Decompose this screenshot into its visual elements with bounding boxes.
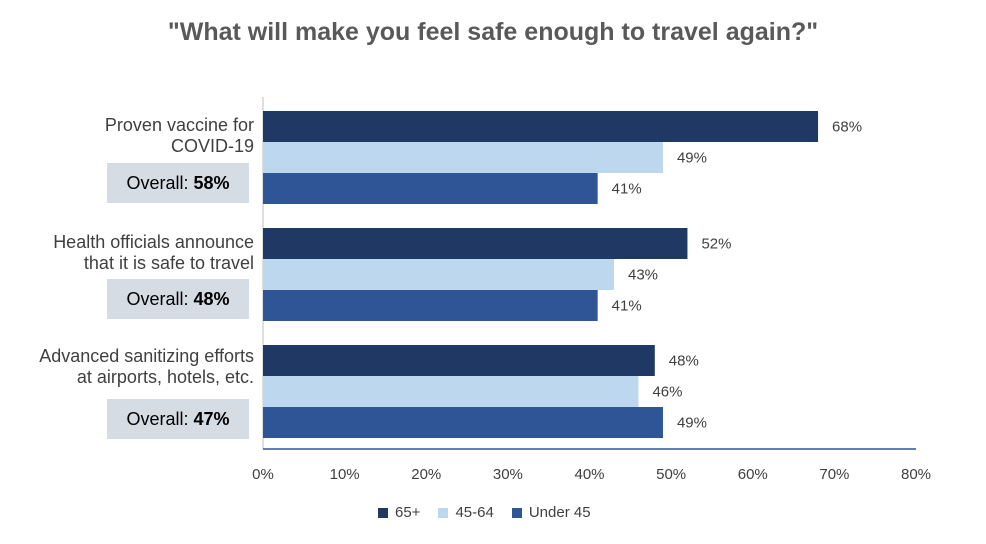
x-tick-label: 50% <box>656 466 686 483</box>
bar <box>263 376 639 407</box>
category-label-line: COVID-19 <box>170 136 254 156</box>
data-label: 49% <box>677 150 707 167</box>
x-tick-label: 40% <box>574 466 604 483</box>
category-label-line: Health officials announce <box>53 232 254 252</box>
x-tick-label: 80% <box>901 466 931 483</box>
data-label: 43% <box>628 267 658 284</box>
chart-title: "What will make you feel safe enough to … <box>167 18 819 46</box>
bar <box>263 345 655 376</box>
legend-item: 45-64 <box>438 504 494 521</box>
bar <box>263 142 663 173</box>
bar <box>263 173 598 204</box>
data-label: 41% <box>612 298 642 315</box>
overall-label: Overall: <box>126 409 194 429</box>
data-label: 52% <box>701 236 731 253</box>
overall-box: Overall: 47% <box>107 399 249 439</box>
data-label: 46% <box>652 384 682 401</box>
data-label: 68% <box>832 119 862 136</box>
data-label: 48% <box>669 353 699 370</box>
overall-value: 58% <box>193 173 230 193</box>
legend-label: Under 45 <box>528 504 591 521</box>
category-label: Proven vaccine for COVID-19 <box>4 115 254 157</box>
legend-swatch <box>438 507 449 518</box>
x-tick-label: 60% <box>738 466 768 483</box>
legend-item: Under 45 <box>511 504 591 521</box>
overall-value: 48% <box>193 289 230 309</box>
category-label-line: at airports, hotels, etc. <box>76 367 254 387</box>
bar <box>263 228 688 259</box>
legend-label: 45-64 <box>455 504 494 521</box>
x-tick-label: 0% <box>252 466 274 483</box>
overall-value: 47% <box>193 409 230 429</box>
bar <box>263 407 663 438</box>
category-label: Advanced sanitizing efforts at airports, … <box>4 346 254 388</box>
bar <box>263 259 614 290</box>
overall-label: Overall: <box>126 173 194 193</box>
category-label: Health officials announce that it is safe… <box>4 232 254 274</box>
overall-box: Overall: 58% <box>107 163 249 203</box>
overall-label: Overall: <box>126 289 194 309</box>
legend: 65+ 45-64 Under 45 <box>378 504 591 521</box>
data-label: 41% <box>612 181 642 198</box>
legend-label: 65+ <box>395 504 421 521</box>
x-tick-label: 20% <box>411 466 441 483</box>
category-label-line: that it is safe to travel <box>83 253 254 273</box>
data-label: 49% <box>677 415 707 432</box>
x-tick-label: 30% <box>493 466 523 483</box>
x-tick-label: 70% <box>819 466 849 483</box>
legend-swatch <box>378 507 388 518</box>
category-label-line: Proven vaccine for <box>104 115 254 135</box>
legend-item: 65+ <box>378 504 420 521</box>
x-tick-label: 10% <box>330 466 360 483</box>
category-label-line: Advanced sanitizing efforts <box>39 346 254 366</box>
overall-box: Overall: 48% <box>107 279 249 319</box>
legend-swatch <box>511 507 522 518</box>
bar <box>263 111 819 142</box>
bar <box>263 290 598 321</box>
